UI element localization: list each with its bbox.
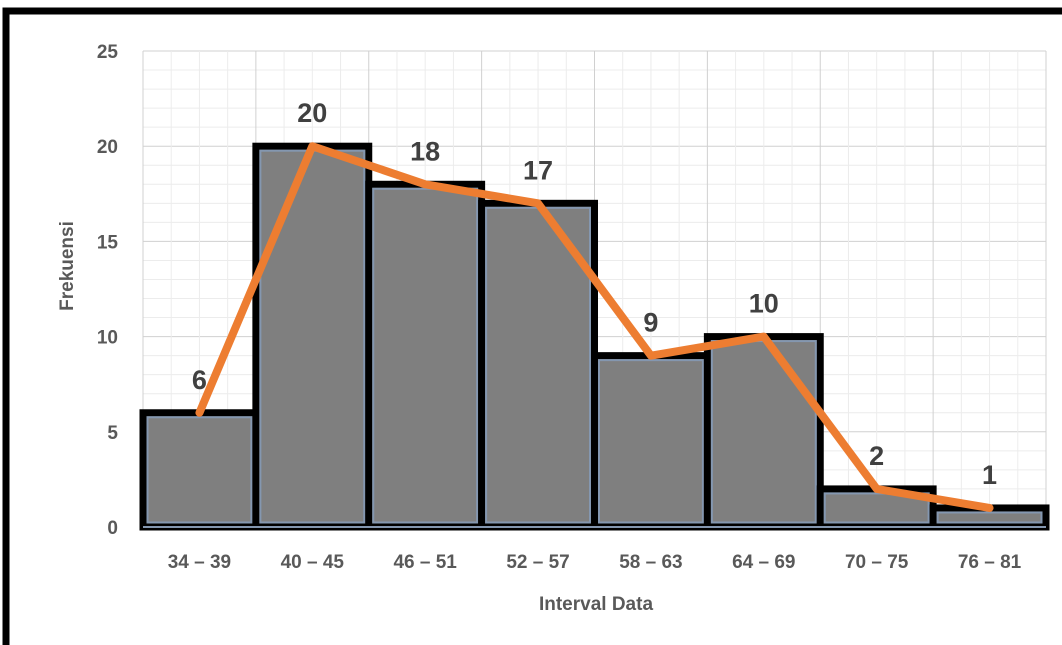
- data-label: 20: [297, 98, 327, 128]
- x-tick-label: 64 – 69: [732, 552, 795, 573]
- data-label: 9: [643, 308, 658, 338]
- y-tick-label: 20: [97, 137, 118, 158]
- data-label: 6: [192, 365, 207, 395]
- y-axis-title: Frekuensi: [57, 221, 78, 311]
- y-tick-label: 0: [107, 518, 118, 539]
- y-tick-label: 5: [107, 423, 118, 444]
- x-tick-label: 70 – 75: [845, 552, 909, 573]
- data-label: 2: [869, 441, 884, 471]
- histogram-bar: [703, 333, 824, 531]
- histogram-bar: [139, 409, 260, 531]
- x-tick-label: 34 – 39: [168, 552, 231, 573]
- plot-area: 0 5 10 15 20 25 34 – 39 40 – 45 46 – 51 52 – 57 58…: [97, 42, 1050, 573]
- bar-inner-edge: [146, 416, 253, 524]
- histogram-bar: [591, 352, 711, 531]
- x-tick-label: 46 – 51: [393, 552, 457, 573]
- x-tick-label: 76 – 81: [958, 552, 1022, 573]
- y-tick-label: 25: [97, 42, 119, 63]
- x-tick-label: 58 – 63: [619, 552, 682, 573]
- bar-inner-edge: [372, 187, 479, 524]
- bar-inner-edge: [598, 359, 704, 524]
- y-tick-label: 10: [97, 328, 118, 349]
- bar-inner-edge: [823, 492, 930, 524]
- x-tick-label: 52 – 57: [506, 552, 569, 573]
- data-label: 17: [523, 155, 553, 185]
- histogram-bar: [252, 142, 373, 531]
- histogram-bar: [365, 180, 486, 531]
- chart-border: [2, 7, 1062, 645]
- data-label: 1: [982, 460, 997, 490]
- data-label: 18: [410, 136, 440, 166]
- bar-inner-edge: [936, 511, 1043, 524]
- x-axis-title: Interval Data: [539, 594, 653, 615]
- data-label: 10: [749, 289, 779, 319]
- x-tick-label: 40 – 45: [281, 552, 345, 573]
- y-tick-label: 15: [97, 232, 119, 253]
- frequency-polygon-line: [195, 142, 994, 512]
